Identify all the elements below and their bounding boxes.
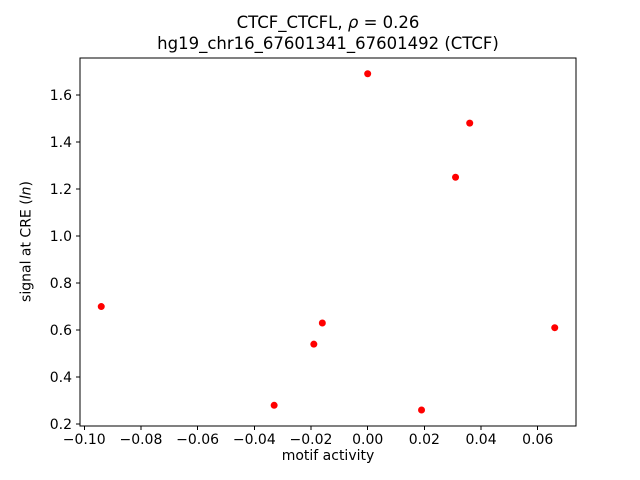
- y-tick-label: 0.8: [50, 276, 72, 292]
- data-point: [364, 70, 372, 78]
- x-tick-label: 0.04: [465, 432, 496, 448]
- y-tick-label: 1.0: [50, 229, 72, 245]
- chart-title-line2: hg19_chr16_67601341_67601492 (CTCF): [157, 34, 499, 53]
- x-tick-label: −0.08: [119, 432, 162, 448]
- y-axis-label-text: signal at CRE (: [18, 199, 35, 302]
- data-point: [318, 319, 326, 327]
- y-tick-label: 1.2: [50, 182, 72, 198]
- y-tick-label: 0.2: [50, 417, 72, 433]
- y-axis-label-ln: ln: [18, 186, 35, 200]
- data-point: [551, 324, 559, 332]
- x-tick-label: −0.06: [176, 432, 219, 448]
- axes-frame: [79, 57, 577, 427]
- x-tick-label: 0.00: [352, 432, 383, 448]
- x-axis-label: motif activity: [281, 448, 375, 464]
- x-tick-label: −0.04: [233, 432, 276, 448]
- y-tick-label: 0.4: [50, 370, 72, 386]
- title-correlation-value: = 0.26: [358, 13, 420, 32]
- y-tick-label: 1.4: [50, 135, 72, 151]
- chart-title: CTCF_CTCFL, ρ = 0.26 hg19_chr16_67601341…: [80, 12, 576, 54]
- y-axis-label-close: ): [18, 181, 35, 187]
- title-rho-symbol: ρ: [347, 13, 359, 32]
- data-point: [466, 119, 474, 127]
- x-tick-label: 0.02: [409, 432, 440, 448]
- y-tick-label: 1.6: [50, 88, 72, 104]
- data-point: [97, 303, 105, 311]
- x-tick-label: 0.06: [522, 432, 553, 448]
- title-text: CTCF_CTCFL,: [236, 13, 348, 32]
- data-point: [310, 340, 318, 348]
- data-point: [270, 401, 278, 409]
- y-axis-label: signal at CRE (ln): [19, 58, 36, 426]
- x-tick-label: −0.10: [63, 432, 106, 448]
- chart-title-line1: CTCF_CTCFL, ρ = 0.26: [80, 12, 576, 33]
- x-tick-label: −0.02: [290, 432, 333, 448]
- data-point: [452, 173, 460, 181]
- data-point: [418, 406, 426, 414]
- y-tick-label: 0.6: [50, 323, 72, 339]
